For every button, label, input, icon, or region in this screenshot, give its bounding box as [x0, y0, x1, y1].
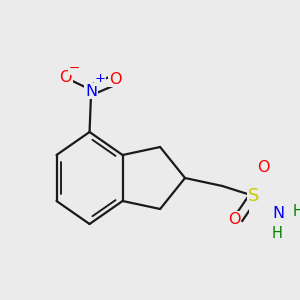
- Text: N: N: [273, 206, 285, 221]
- Text: −: −: [68, 61, 80, 74]
- Text: H: H: [292, 205, 300, 220]
- Text: O: O: [228, 212, 240, 226]
- Text: N: N: [85, 83, 97, 98]
- Text: +: +: [95, 73, 106, 85]
- Text: S: S: [248, 187, 260, 205]
- Text: O: O: [109, 71, 122, 86]
- Text: O: O: [59, 70, 72, 85]
- Text: H: H: [272, 226, 283, 241]
- Text: O: O: [257, 160, 269, 175]
